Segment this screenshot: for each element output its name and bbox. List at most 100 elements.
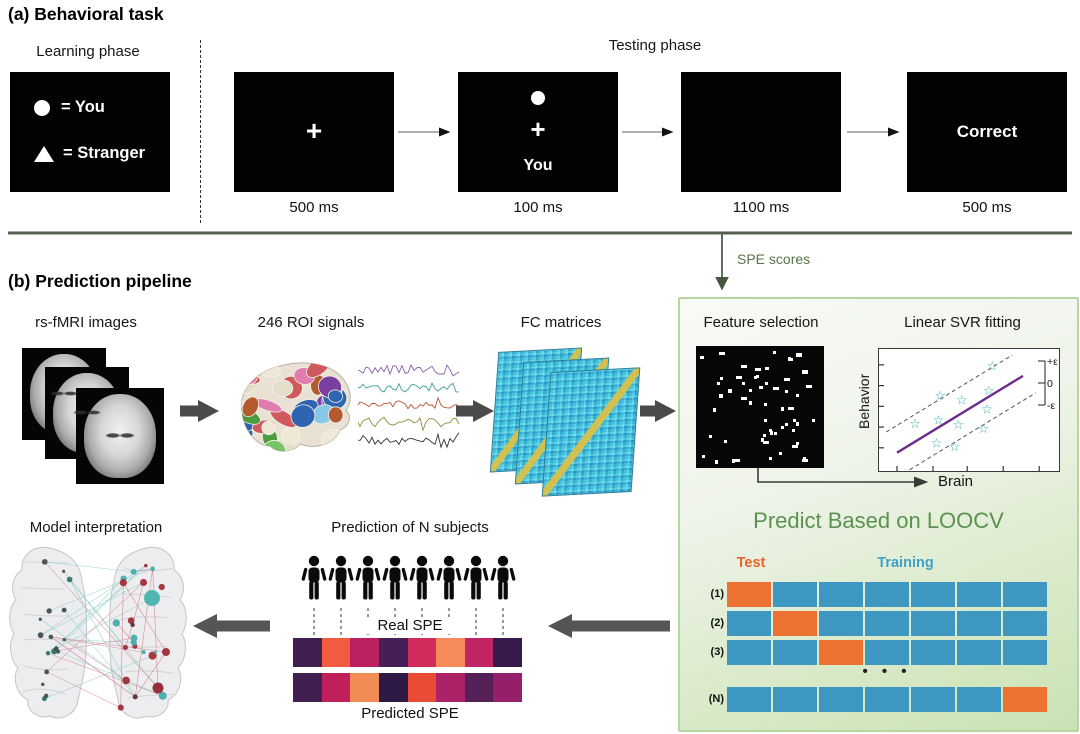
feature-dot — [764, 381, 769, 385]
feature-dot — [740, 396, 747, 400]
feature-dot — [803, 456, 807, 460]
feature-dot — [733, 458, 740, 462]
spe-cell — [293, 638, 322, 667]
loocv-cell-training — [957, 687, 1001, 712]
feature-dot — [728, 389, 732, 393]
spe-cell — [436, 638, 465, 667]
feature-dot — [720, 377, 724, 381]
prediction-pipeline-box: Feature selection Linear SVR fitting Beh… — [678, 297, 1079, 732]
model-interpretation-label: Model interpretation — [29, 519, 163, 536]
feature-dot — [740, 364, 747, 368]
feature-dot — [749, 388, 753, 393]
loocv-cell-training — [865, 611, 909, 636]
feature-dot — [781, 426, 785, 430]
legend-row-stranger: = Stranger — [34, 144, 145, 163]
spe-scores-label: SPE scores — [737, 251, 811, 267]
arrow-roi-to-fc — [456, 400, 494, 422]
svg-text:☆: ☆ — [909, 416, 921, 431]
feature-dot — [765, 367, 769, 371]
feature-dot — [715, 460, 719, 464]
feature-dot — [759, 385, 763, 389]
feature-dot — [784, 390, 788, 394]
testing-screen-blank — [681, 72, 841, 192]
feature-dot — [719, 351, 726, 355]
feature-dot — [753, 375, 757, 380]
loocv-cell-test — [773, 611, 817, 636]
feature-dot — [712, 408, 716, 412]
person-icon — [490, 555, 516, 600]
feature-dot — [763, 433, 767, 437]
fixation-cross: + — [305, 115, 323, 146]
duration-4: 500 ms — [962, 199, 1012, 216]
spe-cell — [464, 638, 494, 667]
feature-dot — [795, 422, 799, 426]
feature-dot — [742, 381, 746, 386]
testing-screen-fixation: + — [234, 72, 394, 192]
feature-dot — [793, 418, 797, 423]
feature-selection-label: Feature selection — [703, 314, 819, 331]
feature-dot — [795, 353, 802, 357]
feature-dot — [719, 394, 723, 398]
roi-signal-traces — [357, 364, 460, 449]
loocv-cell-training — [727, 640, 771, 665]
training-label: Training — [877, 555, 934, 571]
loocv-cell-training — [865, 687, 909, 712]
person-icon — [382, 555, 408, 600]
circle-symbol — [34, 99, 50, 116]
loocv-cell-training — [727, 687, 771, 712]
test-label: Test — [736, 555, 766, 571]
svg-text:0: 0 — [1047, 378, 1053, 390]
arrow-prediction-to-model — [193, 614, 270, 638]
loocv-cell-training — [1003, 582, 1047, 607]
feature-dot — [812, 418, 816, 423]
triangle-symbol — [34, 145, 54, 162]
spe-cell — [464, 673, 494, 702]
testing-screen-feedback: Correct — [907, 72, 1067, 192]
svg-text:☆: ☆ — [956, 393, 968, 408]
person-icon — [463, 555, 489, 600]
person-icon — [328, 555, 354, 600]
loocv-cell-training — [727, 611, 771, 636]
spe-cell — [493, 638, 522, 667]
loocv-title: Predict Based on LOOCV — [753, 508, 1004, 533]
feature-dot — [735, 375, 742, 379]
arrow-rsfmri-to-roi — [180, 400, 219, 422]
feature-dot — [763, 418, 767, 422]
cue-text: You — [523, 157, 553, 174]
svg-text:☆: ☆ — [931, 435, 943, 450]
loocv-row-label: (1) — [710, 588, 724, 600]
feature-dot — [785, 422, 789, 426]
feature-dot — [788, 407, 795, 411]
person-icon — [436, 555, 462, 600]
feature-dot — [700, 355, 704, 360]
learning-phase-label: Learning phase — [36, 43, 140, 60]
loocv-ellipsis: • • • — [862, 663, 912, 680]
spe-cell — [350, 673, 379, 702]
loocv-cell-training — [819, 582, 863, 607]
feature-dot — [801, 459, 808, 463]
svr-fitting-label: Linear SVR fitting — [904, 314, 1021, 331]
loocv-cell-training — [911, 640, 955, 665]
feature-dot — [761, 438, 765, 442]
feature-dot — [754, 368, 761, 372]
feature-dot — [779, 452, 783, 456]
loocv-cell-training — [911, 611, 955, 636]
loocv-row-label: (3) — [710, 646, 724, 658]
phase-divider-dashed — [200, 40, 201, 223]
learning-phase-screen: = You = Stranger — [10, 72, 170, 192]
loocv-cell-training — [773, 582, 817, 607]
loocv-row — [727, 640, 1047, 665]
feature-dot — [788, 357, 792, 361]
predicted-spe-strip — [293, 673, 522, 702]
duration-1: 500 ms — [289, 199, 339, 216]
spe-cell — [493, 673, 522, 702]
spe-cell — [293, 673, 322, 702]
svg-text:☆: ☆ — [987, 359, 999, 374]
arrow-fc-to-box — [640, 400, 676, 422]
duration-2: 100 ms — [513, 199, 563, 216]
feature-dot — [789, 357, 794, 362]
legend-row-you: = You — [34, 98, 105, 117]
cue-circle-symbol — [531, 91, 545, 105]
